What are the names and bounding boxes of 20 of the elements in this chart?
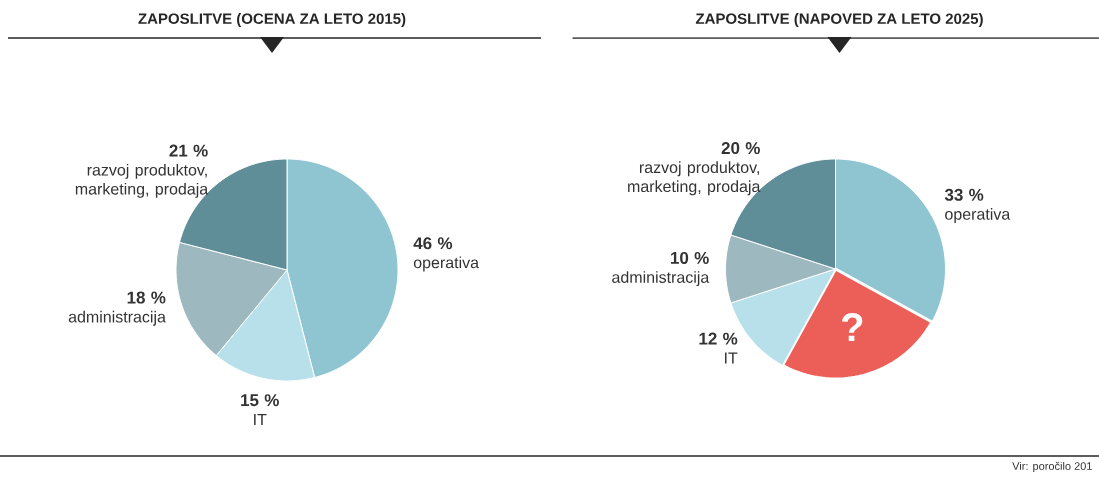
data-label: 10 %	[671, 251, 709, 264]
data-label: 46 %	[413, 237, 453, 250]
slice-label: razvoj produktov, marketing, prodaja	[628, 161, 761, 196]
chart-title: ZAPOSLITVE (NAPOVED ZA LETO 2025)	[695, 13, 983, 27]
slice-label: IT	[725, 352, 738, 364]
slice-label: operativa	[945, 208, 1011, 223]
data-label: 15 %	[241, 394, 279, 407]
text: Vir: poročilo 201	[1012, 461, 1092, 473]
slice-label: razvoj produktov, marketing, prodaja	[75, 163, 209, 198]
chart-title: ZAPOSLITVE (OCENA ZA LETO 2015)	[138, 13, 406, 27]
slice-label: administracija	[68, 310, 166, 326]
slice-label: operativa	[413, 256, 480, 272]
data-label: 33 %	[944, 188, 984, 201]
slice-label: IT	[254, 413, 267, 425]
data-label: 12 %	[699, 332, 738, 345]
slice-label: ?	[842, 313, 863, 342]
data-label: 20 %	[721, 142, 760, 155]
slice-label: administracija	[612, 271, 710, 287]
data-label: 18 %	[127, 291, 166, 304]
data-label: 21 %	[169, 144, 208, 157]
